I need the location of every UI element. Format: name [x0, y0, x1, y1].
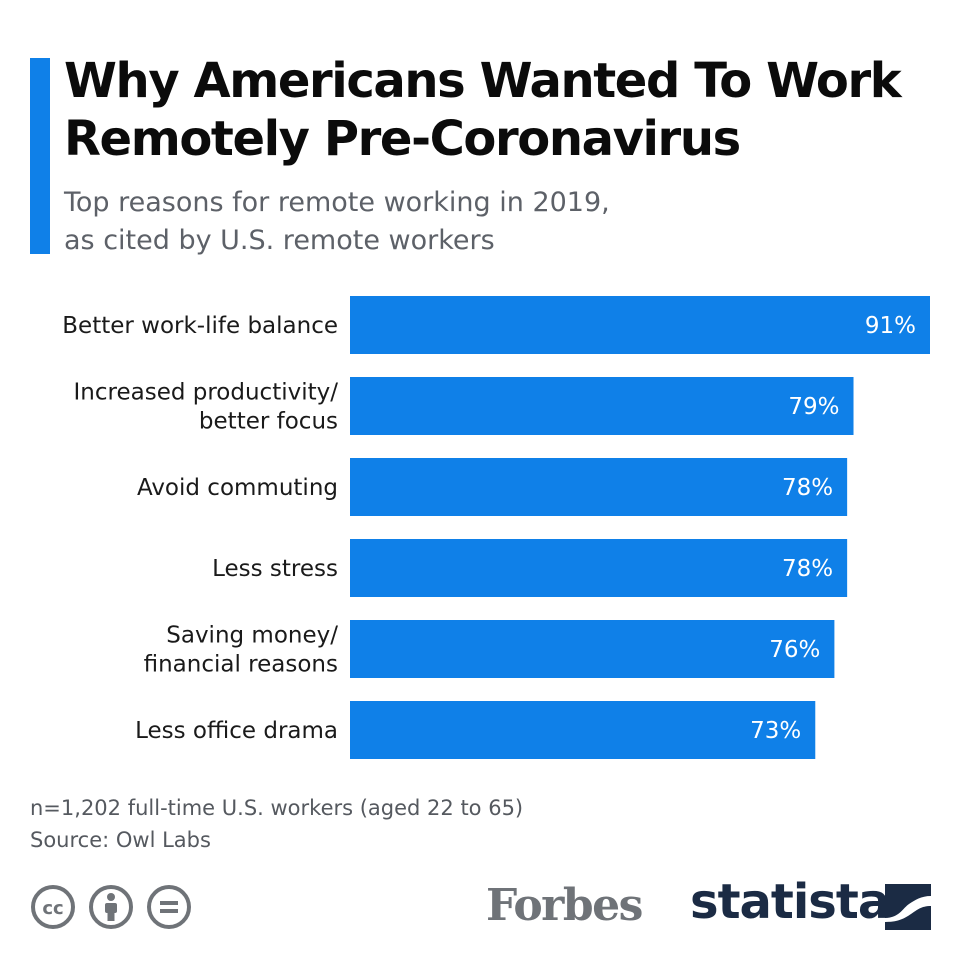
value-label-2: 78% — [782, 475, 833, 501]
bar-5 — [350, 701, 816, 759]
category-label-5-0: Less office drama — [135, 718, 338, 744]
bar-4 — [350, 620, 835, 678]
category-label-4-0: Saving money/ — [166, 623, 338, 649]
bar-2 — [350, 458, 848, 516]
category-label-1-0: Increased productivity/ — [74, 380, 339, 406]
chart-title: Why Americans Wanted To Work Remotely Pr… — [64, 52, 944, 168]
statista-mark-icon — [885, 884, 931, 930]
category-label-3-0: Less stress — [212, 556, 338, 582]
category-label-1-1: better focus — [199, 409, 338, 435]
title-line-2: Remotely Pre-Coronavirus — [64, 111, 741, 167]
svg-text:cc: cc — [42, 898, 63, 919]
cc-icon[interactable]: cc — [30, 884, 76, 930]
category-label-4-1: financial reasons — [144, 652, 338, 678]
subtitle-line-1: Top reasons for remote working in 2019, — [64, 187, 610, 218]
nd-equals-icon[interactable] — [146, 884, 192, 930]
bar-1 — [350, 377, 854, 435]
bar-0 — [350, 296, 930, 354]
value-label-0: 91% — [865, 313, 916, 339]
category-label-0-0: Better work-life balance — [62, 313, 338, 339]
subtitle-line-2: as cited by U.S. remote workers — [64, 225, 495, 256]
title-accent-bar — [30, 58, 50, 254]
value-label-3: 78% — [782, 556, 833, 582]
value-label-1: 79% — [788, 394, 839, 420]
by-attribution-icon[interactable] — [88, 884, 134, 930]
value-label-5: 73% — [750, 718, 801, 744]
source-note: Source: Owl Labs — [30, 828, 211, 852]
forbes-logo[interactable]: Forbes — [486, 880, 643, 931]
statista-logo[interactable]: statista — [690, 874, 890, 930]
title-line-1: Why Americans Wanted To Work — [64, 53, 902, 109]
value-label-4: 76% — [769, 637, 820, 663]
bar-3 — [350, 539, 848, 597]
chart-subtitle: Top reasons for remote working in 2019, … — [64, 184, 864, 260]
sample-note: n=1,202 full-time U.S. workers (aged 22 … — [30, 796, 524, 820]
chart-notes: n=1,202 full-time U.S. workers (aged 22 … — [30, 792, 523, 856]
license-icons: cc — [30, 884, 192, 930]
category-label-2-0: Avoid commuting — [137, 475, 338, 501]
